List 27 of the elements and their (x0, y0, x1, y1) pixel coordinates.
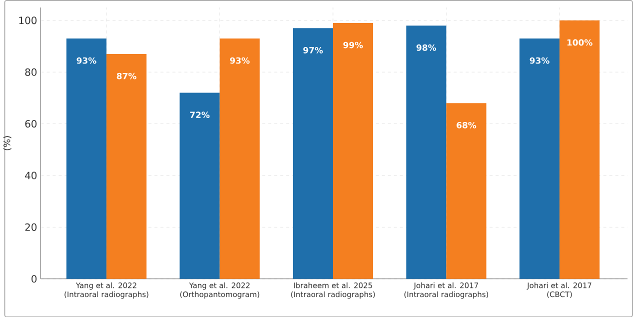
y-tick-label: 60 (25, 120, 37, 128)
y-tick-label: 80 (25, 68, 37, 76)
data-label: 87% (116, 72, 136, 80)
data-label: 100% (567, 39, 592, 46)
y-tick-label: 100 (19, 16, 37, 24)
y-tick-label: 40 (25, 171, 37, 180)
data-label: 98% (416, 44, 436, 51)
data-label: 68% (456, 122, 476, 128)
data-label: 72% (190, 111, 210, 118)
data-label: 93% (530, 57, 550, 64)
bar (66, 38, 106, 279)
bar (180, 92, 220, 279)
bar (406, 25, 446, 279)
data-label: 93% (76, 57, 96, 64)
bar (220, 38, 260, 279)
bar (292, 28, 333, 279)
bar (519, 38, 560, 279)
data-label: 97% (303, 46, 323, 54)
bar (332, 22, 374, 279)
data-label: 93% (230, 57, 250, 64)
bar (560, 20, 600, 279)
data-label: 99% (343, 42, 363, 48)
y-tick-label: 20 (25, 223, 37, 231)
y-tick-label: 0 (32, 274, 37, 282)
y-axis-title: (%) (3, 136, 12, 150)
bar (446, 102, 486, 279)
bar (106, 54, 146, 279)
